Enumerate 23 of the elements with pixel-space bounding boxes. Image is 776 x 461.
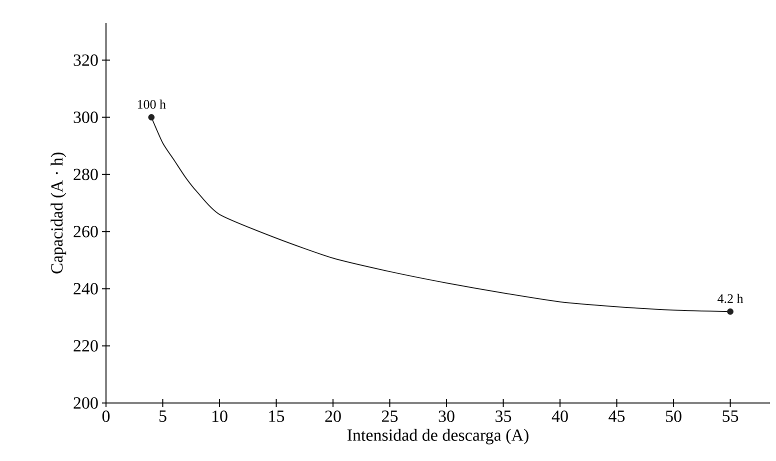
- x-tick-label: 0: [102, 410, 110, 422]
- x-tick-label: 30: [438, 410, 454, 422]
- x-axis-title: Intensidad de descarga (A): [347, 428, 528, 444]
- annotation: 4.2 h: [718, 294, 744, 304]
- annotation: 100 h: [138, 100, 166, 109]
- x-tick-label: 55: [722, 410, 738, 422]
- x-tick-label: 40: [552, 410, 568, 422]
- x-tick-label: 10: [212, 410, 228, 422]
- y-tick-label: 200: [74, 397, 98, 409]
- y-tick-label: 260: [74, 226, 98, 238]
- x-tick-label: 50: [666, 410, 682, 422]
- y-axis-title: Capacidad (A · h): [50, 152, 66, 274]
- y-tick-label: 280: [74, 168, 98, 180]
- x-tick-label: 20: [325, 410, 341, 422]
- x-tick-label: 5: [159, 410, 166, 422]
- y-tick-label: 300: [74, 112, 98, 124]
- y-tick-label: 320: [74, 54, 98, 66]
- x-tick-label: 35: [496, 410, 512, 422]
- x-tick-label: 25: [382, 410, 398, 422]
- y-tick-label: 220: [74, 340, 98, 352]
- x-tick-label: 45: [608, 410, 625, 422]
- x-tick-label: 15: [269, 410, 284, 422]
- y-tick-label: 240: [74, 282, 98, 294]
